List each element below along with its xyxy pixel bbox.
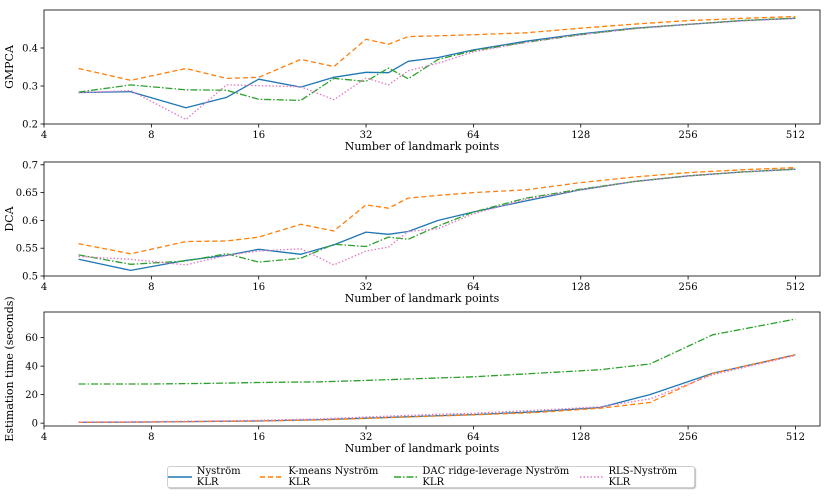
y-tick-label: 20: [25, 390, 38, 401]
x-tick-label: 256: [679, 282, 698, 293]
legend-entry-kmeans: K-means Nyström KLR: [259, 466, 394, 488]
series-line-1: [78, 354, 796, 424]
panel-3: 4 8 16 32 64 128 256 512 0 20 40 60 Number of landma…: [3, 296, 821, 455]
x-tick-label: 128: [571, 432, 590, 443]
legend-swatch-dac: [393, 476, 418, 478]
x-tick-label: 16: [252, 130, 265, 141]
series-line-2: [78, 354, 796, 424]
series-line-4: [78, 354, 796, 423]
legend-entry-nystrom: Nyström KLR: [168, 466, 260, 488]
x-tick-label: 256: [679, 432, 698, 443]
x-tick-label: 512: [786, 130, 805, 141]
panel-1: 4 8 16 32 64 128 256 512 0.2 0.3 0.4 Number of land…: [3, 9, 821, 153]
series-line-3: [78, 17, 796, 102]
plot-frame: [43, 9, 821, 125]
x-tick-label: 512: [786, 282, 805, 293]
plot-frame: [43, 311, 821, 427]
legend-label-dac: DAC ridge-leverage Nyström KLR: [422, 466, 570, 488]
legend-entry-rls: RLS-Nyström KLR: [579, 466, 694, 488]
legend: Nyström KLR K-means Nyström KLR DAC ridg…: [167, 466, 695, 488]
series-line-4: [78, 168, 796, 266]
series-line-1: [78, 17, 796, 109]
y-tick-label: 60: [25, 333, 38, 344]
legend-swatch-kmeans: [259, 476, 284, 478]
x-tick-label: 512: [786, 432, 805, 443]
x-tick-label: 4: [41, 282, 47, 293]
x-tick-label: 64: [467, 432, 480, 443]
y-tick-label: 0.5: [22, 272, 38, 283]
x-tick-label: 128: [571, 130, 590, 141]
x-tick-label: 16: [252, 282, 265, 293]
x-tick-label: 128: [571, 282, 590, 293]
x-tick-label: 64: [467, 130, 480, 141]
legend-swatch-rls: [579, 476, 604, 478]
y-tick-label: 40: [25, 362, 38, 373]
series-line-3: [78, 168, 796, 265]
x-tick-label: 32: [360, 432, 373, 443]
x-tick-label: 8: [148, 432, 154, 443]
y-tick-label: 0.4: [22, 44, 38, 55]
y-tick-label: 0.2: [22, 120, 38, 131]
x-tick-label: 4: [41, 130, 47, 141]
y-tick-label: 0.3: [22, 82, 38, 93]
x-axis-label: Number of landmark points: [345, 140, 500, 153]
series-line-4: [78, 17, 796, 121]
legend-entry-dac: DAC ridge-leverage Nyström KLR: [393, 466, 580, 488]
x-tick-label: 4: [41, 432, 47, 443]
series-line-2: [78, 15, 796, 81]
x-axis-label: Number of landmark points: [345, 292, 500, 305]
x-tick-label: 32: [360, 130, 373, 141]
x-tick-label: 32: [360, 282, 373, 293]
x-tick-label: 256: [679, 130, 698, 141]
y-tick-label: 0.7: [22, 160, 38, 171]
x-axis-label: Number of landmark points: [345, 442, 500, 455]
legend-label-kmeans: K-means Nyström KLR: [288, 466, 379, 488]
x-tick-label: 8: [148, 130, 154, 141]
x-tick-label: 16: [252, 432, 265, 443]
y-axis-label: DCA: [3, 205, 16, 231]
y-tick-label: 0: [32, 419, 38, 430]
legend-label-rls: RLS-Nyström KLR: [608, 466, 678, 488]
plot-frame: [43, 161, 821, 277]
x-tick-label: 8: [148, 282, 154, 293]
series-line-2: [78, 166, 796, 255]
y-tick-label: 0.65: [16, 188, 38, 199]
legend-swatch-nystrom: [168, 476, 192, 478]
x-tick-label: 64: [467, 282, 480, 293]
y-tick-label: 0.55: [16, 244, 38, 255]
y-tick-label: 0.6: [22, 216, 38, 227]
series-line-3: [78, 318, 796, 385]
y-axis-label: Estimation time (seconds): [3, 296, 16, 441]
panel-2: 4 8 16 32 64 128 256 512 0.5 0.55 0.6 0.65 0.7 Number…: [3, 160, 821, 305]
y-axis-label: GMPCA: [3, 44, 16, 89]
legend-label-nystrom: Nyström KLR: [196, 466, 241, 488]
series-line-1: [78, 168, 796, 272]
